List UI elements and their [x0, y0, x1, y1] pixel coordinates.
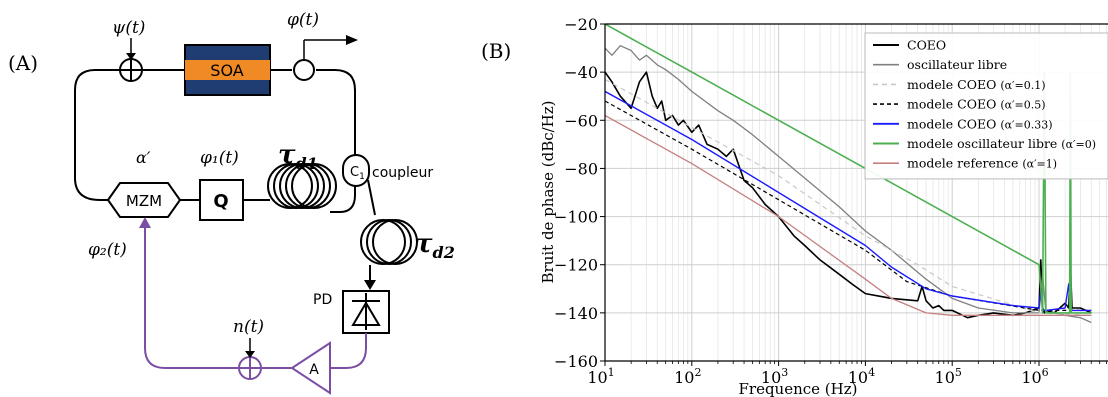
y-tick-label: −100	[554, 208, 598, 227]
series-line-model01	[605, 78, 1092, 316]
legend-label-coeo: COEO	[907, 38, 946, 53]
phi1-label: φ₁(t)	[200, 148, 239, 168]
q-block: Q	[199, 179, 244, 221]
y-tick-label: −40	[564, 63, 598, 82]
phase-noise-chart: −160 −140 −120 −100 −80 −60 −40 −20 101 102 103 104…	[539, 15, 1108, 397]
phi-label: φ(t)	[287, 10, 319, 30]
series-line-free_model	[605, 24, 1092, 314]
x-tick-label: 106	[1021, 366, 1048, 387]
x-tick-label: 104	[848, 366, 875, 387]
legend-label-reference: modele reference (α′=1)	[907, 156, 1057, 171]
legend-label-model01: modele COEO (α′=0.1)	[907, 77, 1046, 92]
legend-box	[864, 32, 1108, 180]
coupler-c1: C1	[342, 154, 370, 187]
panel-a-label: (A)	[8, 51, 38, 75]
y-tick-label: −60	[564, 111, 598, 130]
x-tick-label: 103	[761, 366, 788, 387]
y-tick-label: −20	[564, 15, 598, 34]
chart-legend: COEO oscillateur libre modele COEO (α′=0.1…	[864, 32, 1108, 180]
x-tick-label: 101	[587, 366, 614, 387]
y-tick-label: −160	[554, 352, 598, 371]
coupler-label: coupleur	[372, 165, 433, 181]
feedback-arrow-icon	[139, 217, 151, 228]
q-label: Q	[213, 191, 228, 212]
soa-label: SOA	[210, 61, 243, 80]
y-tick-label: −140	[554, 304, 598, 323]
amplifier-label: A	[309, 362, 319, 378]
phi2-label: φ₂(t)	[88, 240, 127, 260]
svg-text:C1: C1	[350, 165, 365, 182]
y-tick-label: −120	[554, 256, 598, 275]
fiber-spool-1-icon	[267, 163, 337, 209]
series-line-free	[605, 45, 1092, 324]
arrow-into-pd-icon	[364, 280, 376, 290]
psi-label: ψ(t)	[112, 18, 145, 38]
y-tick-label: −80	[564, 159, 598, 178]
noise-combiner-icon	[238, 338, 262, 380]
photodiode	[342, 290, 390, 334]
legend-label-model033: modele COEO (α′=0.33)	[907, 116, 1053, 131]
optical-loop	[74, 69, 376, 285]
electrical-feedback	[144, 225, 367, 369]
legend-label-free_model: modele oscillateur libre (α′=0)	[907, 136, 1096, 151]
fiber-spool-2-icon	[360, 219, 418, 265]
legend-label-free: oscillateur libre	[907, 57, 1007, 72]
soa-block: SOA	[184, 44, 271, 96]
pd-label: PD	[313, 292, 332, 308]
x-tick-label: 105	[935, 366, 962, 387]
series-line-reference	[605, 114, 1092, 316]
amplifier: A	[290, 341, 331, 395]
x-axis-label: Frequence (Hz)	[739, 380, 858, 397]
mzm-label: MZM	[126, 192, 162, 210]
schematic-panel: (A)	[8, 10, 455, 395]
panel-b-label: (B)	[481, 39, 512, 63]
y-axis-label: Bruit de phase (dBc/Hz)	[539, 100, 557, 283]
mzm-modulator: MZM	[106, 182, 182, 218]
tau-d2-label: τd2	[415, 229, 455, 262]
noise-label: n(t)	[233, 317, 264, 337]
x-tick-label: 102	[674, 366, 701, 387]
axes-layer: −160 −140 −120 −100 −80 −60 −40 −20 101 102 103 104…	[539, 15, 1108, 397]
output-arrow-icon	[346, 35, 358, 45]
phi-output-tap	[293, 35, 358, 81]
alpha-label: α′	[136, 148, 151, 167]
psi-combiner-icon	[119, 38, 143, 82]
legend-label-model05: modele COEO (α′=0.5)	[907, 97, 1046, 112]
series-layer	[605, 24, 1092, 324]
